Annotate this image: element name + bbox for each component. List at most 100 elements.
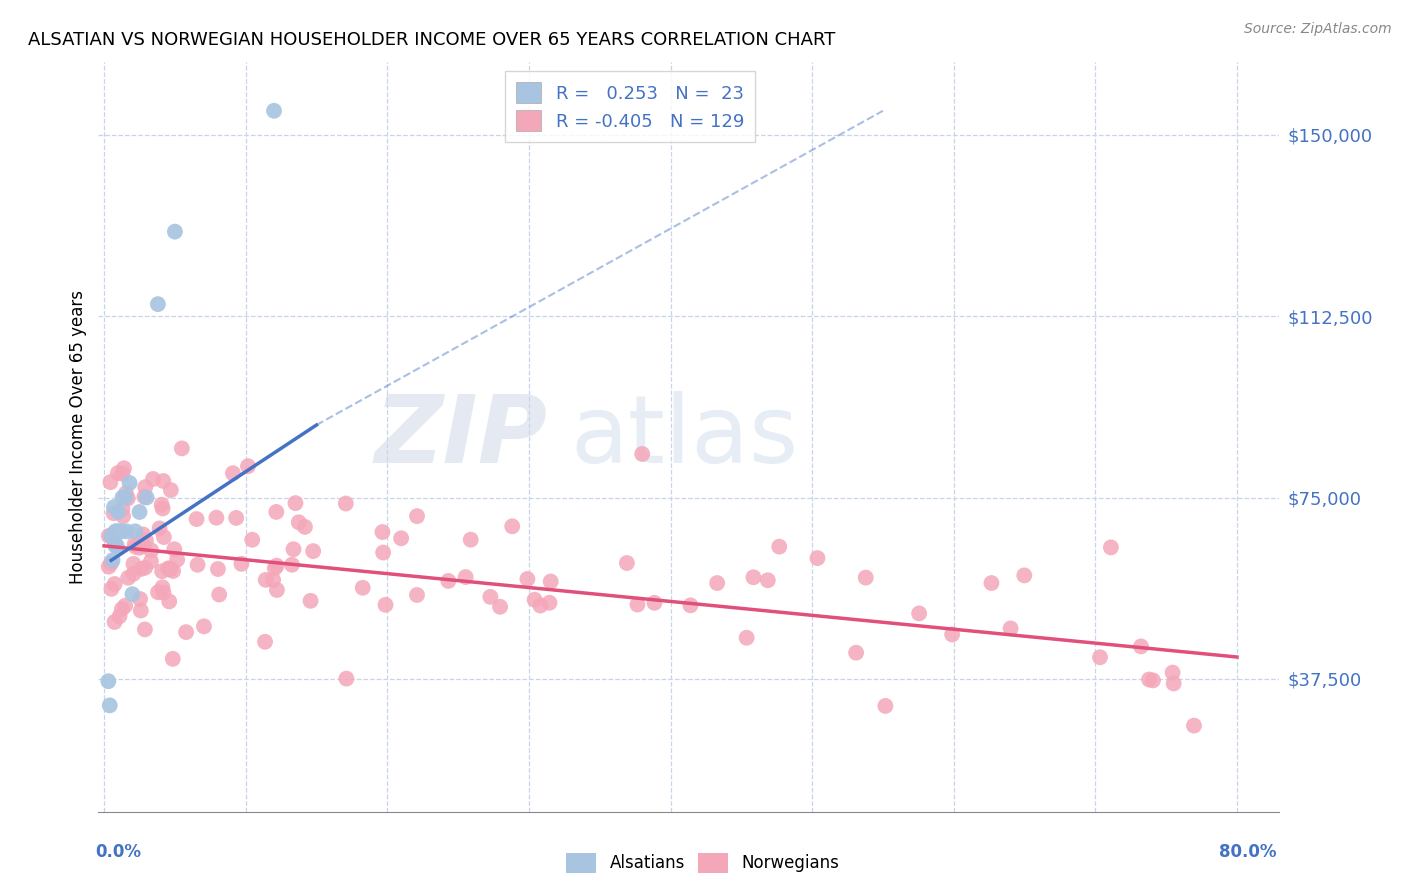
Point bbox=[908, 607, 931, 621]
Text: ZIP: ZIP bbox=[374, 391, 547, 483]
Point bbox=[163, 542, 186, 557]
Point bbox=[135, 491, 157, 505]
Point bbox=[132, 539, 155, 553]
Point bbox=[1161, 665, 1184, 680]
Point bbox=[98, 698, 121, 713]
Point bbox=[160, 483, 183, 497]
Point bbox=[631, 447, 654, 461]
Point bbox=[139, 554, 162, 568]
Point bbox=[152, 585, 174, 599]
Point bbox=[162, 564, 184, 578]
Point bbox=[643, 596, 665, 610]
Point bbox=[121, 587, 143, 601]
Point bbox=[294, 520, 316, 534]
Point bbox=[103, 615, 125, 629]
Point bbox=[875, 698, 897, 713]
Point bbox=[114, 599, 136, 613]
Text: Source: ZipAtlas.com: Source: ZipAtlas.com bbox=[1244, 22, 1392, 37]
Point bbox=[335, 672, 357, 686]
Point bbox=[806, 551, 828, 566]
Point bbox=[122, 557, 145, 571]
Point bbox=[111, 467, 134, 481]
Point bbox=[141, 543, 163, 558]
Point bbox=[124, 524, 146, 539]
Point bbox=[150, 498, 173, 512]
Point bbox=[163, 225, 186, 239]
Point bbox=[205, 510, 228, 524]
Point bbox=[134, 480, 156, 494]
Point bbox=[1182, 718, 1205, 732]
Point bbox=[117, 491, 139, 506]
Point bbox=[626, 598, 648, 612]
Point bbox=[157, 561, 180, 575]
Point bbox=[980, 576, 1002, 591]
Point bbox=[100, 475, 122, 490]
Point bbox=[134, 623, 156, 637]
Point bbox=[374, 598, 396, 612]
Point bbox=[1088, 650, 1111, 665]
Point bbox=[148, 521, 170, 535]
Point bbox=[335, 496, 357, 510]
Point bbox=[128, 541, 150, 555]
Point bbox=[523, 592, 546, 607]
Point bbox=[1099, 541, 1122, 555]
Point bbox=[1163, 676, 1185, 690]
Point bbox=[122, 566, 145, 581]
Point bbox=[115, 486, 138, 500]
Text: ALSATIAN VS NORWEGIAN HOUSEHOLDER INCOME OVER 65 YEARS CORRELATION CHART: ALSATIAN VS NORWEGIAN HOUSEHOLDER INCOME… bbox=[28, 31, 835, 49]
Point bbox=[174, 625, 197, 640]
Point bbox=[941, 627, 963, 641]
Point bbox=[706, 576, 728, 591]
Point bbox=[236, 459, 259, 474]
Text: atlas: atlas bbox=[571, 391, 799, 483]
Point bbox=[254, 634, 277, 648]
Point bbox=[262, 573, 284, 587]
Point bbox=[115, 524, 138, 539]
Point bbox=[108, 609, 131, 624]
Point bbox=[283, 542, 305, 557]
Legend: Alsatians, Norwegians: Alsatians, Norwegians bbox=[560, 847, 846, 880]
Point bbox=[454, 570, 477, 584]
Point bbox=[128, 505, 150, 519]
Point bbox=[97, 559, 120, 574]
Point bbox=[389, 531, 412, 545]
Point bbox=[103, 506, 125, 520]
Point bbox=[222, 467, 245, 481]
Point bbox=[105, 524, 128, 539]
Point bbox=[104, 577, 127, 591]
Point bbox=[100, 582, 122, 596]
Point bbox=[263, 561, 285, 575]
Point bbox=[162, 652, 184, 666]
Point bbox=[352, 581, 374, 595]
Point bbox=[371, 545, 394, 559]
Point bbox=[284, 496, 307, 510]
Point bbox=[114, 491, 136, 505]
Point bbox=[437, 574, 460, 588]
Point bbox=[152, 474, 174, 488]
Point bbox=[529, 599, 551, 613]
Point bbox=[855, 571, 877, 585]
Point bbox=[129, 562, 152, 576]
Text: 80.0%: 80.0% bbox=[1219, 843, 1277, 861]
Text: 0.0%: 0.0% bbox=[96, 843, 142, 861]
Point bbox=[111, 502, 134, 516]
Point bbox=[845, 646, 868, 660]
Point bbox=[1000, 622, 1022, 636]
Point bbox=[406, 509, 429, 524]
Point bbox=[101, 553, 124, 567]
Point bbox=[170, 442, 193, 456]
Point bbox=[111, 491, 134, 505]
Point bbox=[479, 590, 502, 604]
Point bbox=[501, 519, 523, 533]
Point bbox=[166, 553, 188, 567]
Point bbox=[371, 524, 394, 539]
Point bbox=[266, 582, 288, 597]
Point bbox=[129, 603, 152, 617]
Point bbox=[124, 537, 146, 551]
Point bbox=[266, 505, 288, 519]
Point bbox=[153, 530, 176, 544]
Point bbox=[679, 599, 702, 613]
Point bbox=[132, 527, 155, 541]
Point bbox=[112, 461, 135, 475]
Point bbox=[103, 500, 125, 515]
